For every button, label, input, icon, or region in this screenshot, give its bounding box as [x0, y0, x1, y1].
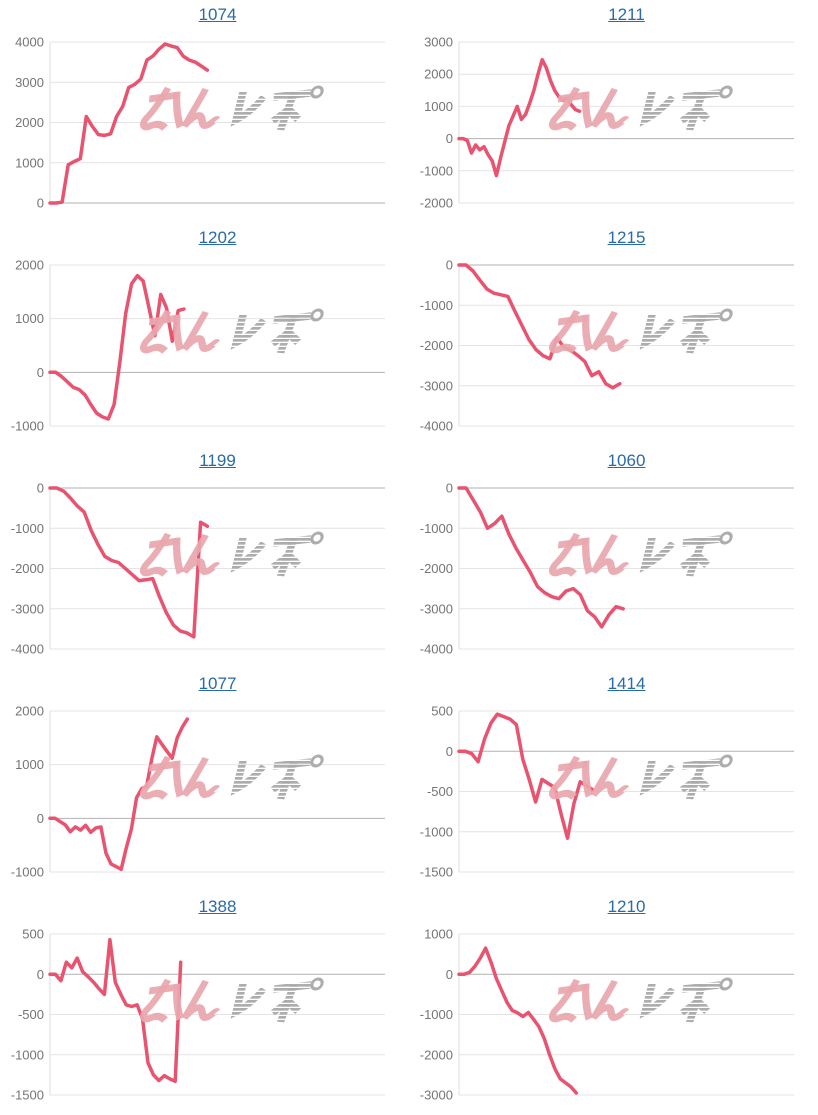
y-tick-label: -3000	[420, 378, 453, 393]
machine-number-link[interactable]: 1215	[607, 228, 646, 247]
machine-chart-cell: 1074 4000 3000 2000 1000 0	[0, 0, 409, 223]
slump-graph-svg: 2000 1000 0 -1000	[11, 704, 385, 880]
slump-graph-svg: 0 -1000 -2000 -3000 -4000	[420, 481, 794, 657]
y-tick-label: -500	[427, 784, 453, 799]
y-tick-label: -1000	[420, 298, 453, 313]
y-tick-label: 4000	[15, 35, 44, 50]
machine-number-link[interactable]: 1388	[198, 897, 237, 916]
slump-line	[48, 486, 210, 639]
y-tick-label: -4000	[11, 642, 44, 657]
slump-line	[457, 946, 579, 1095]
machine-chart-cell: 1388 500 0 -500 -1000 -1500	[0, 892, 409, 1115]
machine-number-link[interactable]: 1211	[608, 5, 645, 24]
y-tick-label: -4000	[420, 642, 453, 657]
y-tick-label: 3000	[424, 35, 453, 50]
machine-number-link[interactable]: 1074	[198, 5, 237, 24]
machine-chart-cell: 1414 500 0 -500 -1000 -1500	[409, 669, 818, 892]
y-tick-label: 0	[37, 365, 44, 380]
y-tick-label: -2000	[420, 1047, 453, 1062]
y-tick-label: -2000	[420, 196, 453, 211]
machine-number-link[interactable]: 1202	[198, 228, 237, 247]
machine-number-link[interactable]: 1414	[607, 674, 646, 693]
machine-number-link[interactable]: 1199	[199, 451, 236, 470]
slump-graph-svg: 2000 1000 0 -1000	[11, 258, 385, 434]
y-tick-label: 3000	[15, 75, 44, 90]
y-tick-label: 0	[446, 481, 453, 496]
y-tick-label: -1000	[11, 865, 44, 880]
slump-graph-svg: 0 -1000 -2000 -3000 -4000	[420, 258, 794, 434]
slump-line	[48, 937, 183, 1084]
slump-graph-svg: 3000 2000 1000 0 -1000 -2000	[420, 35, 794, 211]
machine-chart-cell: 1211 3000 2000 1000 0 -1000 -2000	[409, 0, 818, 223]
slump-graph-svg: 500 0 -500 -1000 -1500	[11, 927, 385, 1103]
y-tick-label: -1000	[11, 419, 44, 434]
y-tick-label: 0	[446, 967, 453, 982]
machine-chart-cell: 1202 2000 1000 0 -1000	[0, 223, 409, 446]
y-tick-label: -500	[18, 1007, 44, 1022]
y-tick-label: -4000	[420, 419, 453, 434]
y-tick-label: 2000	[15, 258, 44, 273]
y-tick-label: 1000	[15, 155, 44, 170]
machine-chart-cell: 1215 0 -1000 -2000 -3000 -4000	[409, 223, 818, 446]
y-tick-label: 2000	[15, 115, 44, 130]
slump-line	[457, 486, 625, 629]
y-tick-label: 2000	[424, 67, 453, 82]
y-tick-label: 0	[37, 811, 44, 826]
y-tick-label: 0	[37, 481, 44, 496]
y-tick-label: -2000	[420, 338, 453, 353]
y-tick-label: -1000	[420, 521, 453, 536]
y-tick-label: 0	[37, 967, 44, 982]
y-tick-label: -3000	[420, 601, 453, 616]
y-tick-label: 500	[22, 927, 44, 942]
y-tick-label: 1000	[15, 311, 44, 326]
machine-chart-cell: 1060 0 -1000 -2000 -3000 -4000	[409, 446, 818, 669]
machine-chart-cell: 1077 2000 1000 0 -1000	[0, 669, 409, 892]
y-tick-label: 1000	[424, 927, 453, 942]
slump-line	[48, 273, 186, 421]
machine-number-link[interactable]: 1060	[607, 451, 646, 470]
slump-line	[48, 42, 210, 205]
y-tick-label: 500	[431, 704, 453, 719]
y-tick-label: -1000	[11, 1047, 44, 1062]
y-tick-label: -1000	[420, 1007, 453, 1022]
y-tick-label: 2000	[15, 704, 44, 719]
slump-line	[457, 263, 622, 390]
machine-chart-cell: 1199 0 -1000 -2000 -3000 -4000	[0, 446, 409, 669]
slump-graph-svg: 4000 3000 2000 1000 0	[15, 35, 385, 211]
y-tick-label: -1000	[420, 824, 453, 839]
slump-line	[457, 712, 595, 840]
y-tick-label: 1000	[424, 99, 453, 114]
machine-number-link[interactable]: 1210	[607, 897, 646, 916]
y-tick-label: 0	[446, 258, 453, 273]
y-tick-label: -1000	[420, 163, 453, 178]
y-tick-label: -1500	[420, 865, 453, 880]
y-tick-label: -3000	[420, 1088, 453, 1103]
machine-chart-cell: 1210 1000 0 -1000 -2000 -3000	[409, 892, 818, 1115]
y-tick-label: -2000	[11, 561, 44, 576]
y-tick-label: -1500	[11, 1088, 44, 1103]
slump-graph-svg: 1000 0 -1000 -2000 -3000	[420, 927, 794, 1103]
slump-line	[48, 717, 190, 872]
y-tick-label: 0	[446, 744, 453, 759]
y-tick-label: 0	[37, 196, 44, 211]
slump-graph-svg: 500 0 -500 -1000 -1500	[420, 704, 794, 880]
slump-graph-svg: 0 -1000 -2000 -3000 -4000	[11, 481, 385, 657]
machine-number-link[interactable]: 1077	[198, 674, 237, 693]
y-tick-label: -2000	[420, 561, 453, 576]
y-tick-label: 1000	[15, 757, 44, 772]
y-tick-label: 0	[446, 131, 453, 146]
y-tick-label: -1000	[11, 521, 44, 536]
y-tick-label: -3000	[11, 601, 44, 616]
slump-line	[457, 57, 582, 178]
